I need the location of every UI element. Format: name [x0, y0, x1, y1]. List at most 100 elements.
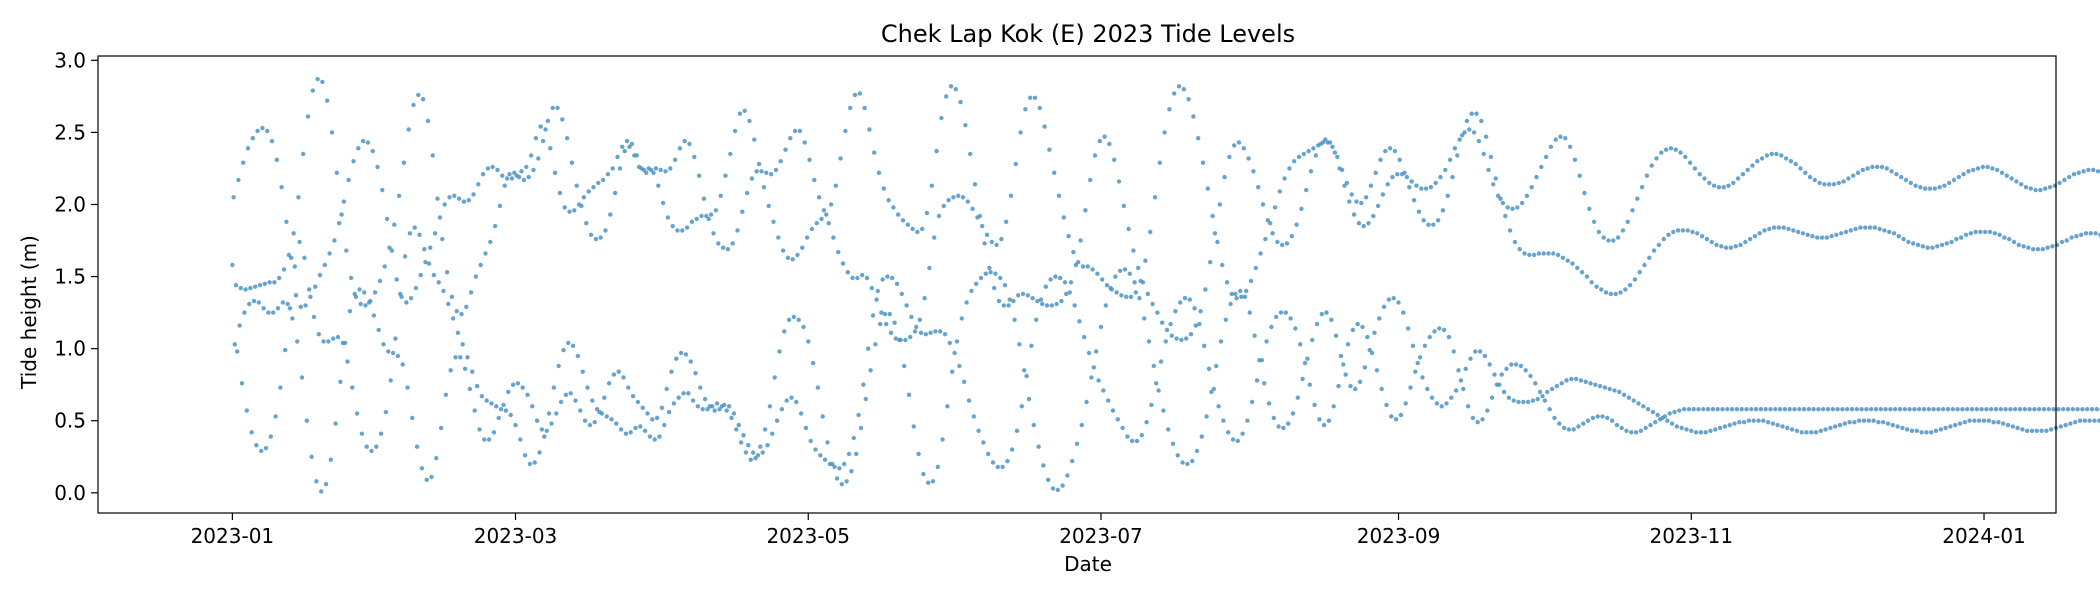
data-point	[1827, 182, 1832, 187]
data-point	[1975, 166, 1981, 171]
data-point	[1750, 163, 1755, 168]
data-point	[1624, 428, 1629, 433]
data-point	[275, 306, 281, 311]
data-point	[506, 389, 511, 395]
data-point	[1535, 396, 1540, 402]
data-point	[622, 148, 627, 154]
data-point	[1698, 430, 1704, 435]
data-point	[1653, 420, 1658, 425]
data-point	[604, 414, 609, 419]
data-point	[1776, 225, 1782, 230]
data-point	[562, 205, 567, 210]
data-point	[356, 146, 361, 151]
data-point	[1873, 407, 1879, 412]
data-point	[1890, 422, 1896, 428]
data-point	[1373, 170, 1378, 175]
data-point	[1798, 166, 1803, 171]
data-point	[722, 402, 727, 408]
data-point	[1091, 365, 1097, 370]
data-point	[1650, 409, 1656, 415]
data-point	[1951, 177, 1957, 183]
data-point	[406, 127, 411, 132]
data-point	[478, 262, 483, 268]
data-point	[1768, 407, 1773, 412]
data-point	[796, 317, 801, 322]
data-point	[289, 255, 294, 260]
data-point	[1268, 221, 1273, 226]
data-point	[1501, 389, 1507, 395]
data-point	[360, 138, 366, 144]
data-point	[1679, 425, 1684, 431]
data-point	[1031, 422, 1037, 428]
data-point	[759, 169, 764, 174]
data-point	[1625, 219, 1630, 224]
data-point	[1812, 177, 1818, 183]
data-point	[1161, 408, 1166, 413]
data-point	[1543, 154, 1549, 160]
data-point	[954, 339, 960, 344]
data-point	[1746, 418, 1752, 423]
data-point	[342, 340, 348, 346]
data-point	[1512, 239, 1518, 245]
data-point	[882, 311, 888, 317]
data-point	[408, 296, 414, 301]
data-point	[1438, 174, 1443, 180]
data-point	[1241, 146, 1247, 151]
data-point	[1510, 206, 1515, 211]
data-point	[434, 456, 439, 461]
data-point	[1699, 234, 1705, 239]
data-point	[253, 284, 258, 289]
data-point	[2001, 421, 2006, 426]
data-point	[488, 239, 493, 245]
data-point	[987, 265, 992, 271]
data-point	[1444, 401, 1449, 406]
data-point	[1720, 407, 1725, 412]
data-point	[1098, 324, 1104, 330]
data-point	[2004, 173, 2010, 178]
data-point	[605, 172, 611, 177]
data-point	[1744, 407, 1749, 412]
data-point	[1296, 154, 1302, 160]
data-point	[526, 174, 531, 180]
data-point	[1095, 271, 1100, 276]
data-point	[241, 160, 246, 165]
data-point	[1860, 167, 1866, 173]
data-point	[710, 404, 715, 409]
data-point	[815, 385, 821, 390]
data-point	[1920, 244, 1926, 249]
data-point	[1594, 284, 1599, 289]
data-point	[1781, 225, 1786, 230]
data-point	[382, 264, 387, 269]
data-point	[2011, 239, 2017, 245]
data-point	[1924, 430, 1929, 435]
data-point	[1317, 417, 1322, 422]
data-point	[1649, 163, 1654, 168]
data-point	[911, 424, 916, 429]
data-point	[1146, 339, 1152, 344]
data-point	[568, 391, 573, 396]
data-point	[820, 414, 825, 419]
data-point	[348, 275, 354, 281]
data-point	[779, 407, 785, 412]
data-point	[1971, 167, 1976, 173]
data-point	[790, 257, 795, 262]
data-point	[1756, 418, 1761, 423]
data-point	[453, 355, 458, 360]
x-axis-title: Date	[1064, 552, 1112, 576]
data-point	[828, 202, 834, 207]
data-point	[521, 177, 527, 183]
data-point	[1882, 228, 1887, 233]
data-point	[418, 272, 423, 278]
data-point	[1691, 407, 1696, 412]
data-point	[1026, 396, 1032, 402]
data-point	[1831, 182, 1837, 187]
data-point	[1321, 422, 1327, 428]
data-point	[893, 336, 898, 341]
data-point	[1131, 248, 1136, 253]
data-point	[1684, 427, 1689, 432]
data-point	[1229, 291, 1235, 297]
data-point	[2010, 424, 2016, 429]
data-point	[1331, 404, 1336, 409]
data-point	[1521, 399, 1526, 405]
data-point	[333, 421, 338, 426]
